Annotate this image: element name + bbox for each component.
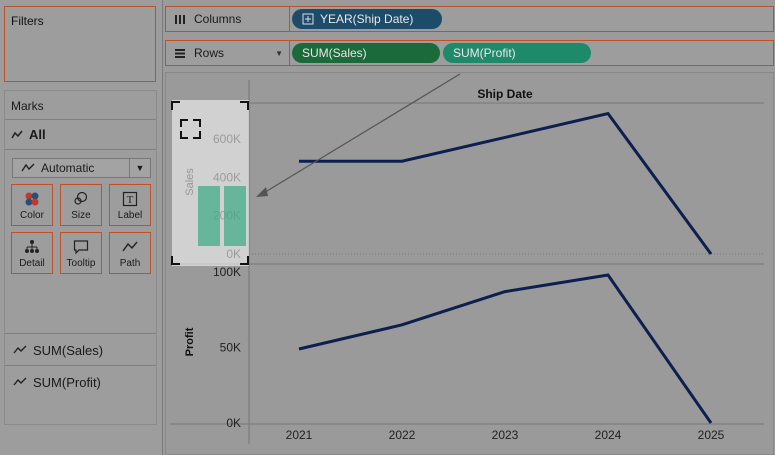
x-tick-label: 2023 <box>492 428 519 442</box>
divider <box>5 119 156 120</box>
drag-arrow <box>261 73 461 195</box>
line-mark-icon <box>13 377 27 386</box>
x-tick-label: 2021 <box>286 428 313 442</box>
profit-tick-label: 0K <box>226 416 241 430</box>
x-tick-label: 2025 <box>698 428 725 442</box>
columns-shelf[interactable]: Columns YEAR(Ship Date) <box>165 6 774 32</box>
sum-sales-label: SUM(Sales) <box>302 46 367 60</box>
tooltip-icon <box>73 240 89 255</box>
marks-all-tab[interactable]: All <box>11 127 46 142</box>
profit-tick-label: 50K <box>220 341 241 355</box>
sum-profit-pill[interactable]: SUM(Profit) <box>443 43 591 63</box>
filters-title: Filters <box>11 14 44 28</box>
mark-type-dropdown[interactable]: Automatic ▼ <box>12 158 151 178</box>
rows-label: Rows <box>194 46 225 60</box>
tooltip-label: Tooltip <box>66 258 96 269</box>
label-button[interactable]: T Label <box>109 184 151 226</box>
sales-axis-drag-handle[interactable] <box>198 186 220 246</box>
path-icon <box>122 241 138 252</box>
profit-axis-label: Profit <box>184 327 196 356</box>
divider <box>5 365 156 366</box>
line-mark-icon <box>21 163 35 172</box>
svg-text:T: T <box>127 194 134 206</box>
label-label: Label <box>117 210 143 221</box>
color-label: Color <box>20 210 44 221</box>
line-mark-icon <box>13 345 27 354</box>
columns-icon <box>175 15 185 24</box>
marks-tab-sales-label: SUM(Sales) <box>33 342 104 358</box>
marks-card: Marks All Automatic ▼ Color Size T Label… <box>4 90 157 425</box>
arrow-head-icon <box>256 187 268 197</box>
filters-shelf[interactable]: Filters <box>4 6 156 82</box>
path-label: Path <box>119 258 141 269</box>
marks-all-label: All <box>29 127 46 142</box>
detail-icon <box>25 240 39 253</box>
corner-markers <box>171 101 249 265</box>
mark-type-value: Automatic <box>41 161 95 175</box>
rows-icon <box>175 49 185 58</box>
year-ship-date-pill[interactable]: YEAR(Ship Date) <box>292 9 442 29</box>
marks-title: Marks <box>11 99 44 113</box>
path-button[interactable]: Path <box>109 232 151 274</box>
left-panel: Filters Marks All Automatic ▼ Color Size… <box>0 0 163 455</box>
sum-sales-pill[interactable]: SUM(Sales) <box>292 43 440 63</box>
marks-tab-profit[interactable]: SUM(Profit) <box>5 367 158 397</box>
detail-label: Detail <box>19 258 45 269</box>
columns-label: Columns <box>194 12 242 26</box>
line-mark-icon <box>11 130 23 138</box>
x-tick-label: 2024 <box>595 428 622 442</box>
size-label: Size <box>71 210 91 221</box>
marks-tab-profit-label: SUM(Profit) <box>33 374 101 390</box>
sum-profit-label: SUM(Profit) <box>453 46 516 60</box>
detail-button[interactable]: Detail <box>11 232 53 274</box>
label-icon: T <box>122 191 138 207</box>
chevron-down-icon[interactable]: ▼ <box>275 48 283 58</box>
x-tick-label: 2022 <box>389 428 416 442</box>
color-button[interactable]: Color <box>11 184 53 226</box>
expand-plus-icon[interactable] <box>302 13 314 25</box>
columns-shelf-header: Columns <box>170 7 290 31</box>
profit-series-line[interactable] <box>298 273 713 424</box>
rows-shelf[interactable]: Rows ▼ SUM(Sales) SUM(Profit) <box>165 40 774 66</box>
marks-tab-sales[interactable]: SUM(Sales) <box>5 335 158 365</box>
size-button[interactable]: Size <box>60 184 102 226</box>
column-header-ship-date: Ship Date <box>477 87 533 101</box>
divider <box>5 333 156 334</box>
divider <box>5 149 156 150</box>
sales-series-line[interactable] <box>299 111 713 255</box>
size-icon <box>74 191 88 205</box>
sales-axis-drag-handle[interactable] <box>224 186 246 246</box>
year-ship-date-label: YEAR(Ship Date) <box>320 12 414 26</box>
profit-tick-label: 100K <box>213 265 241 279</box>
color-icon <box>25 192 39 206</box>
chevron-down-icon[interactable]: ▼ <box>129 159 150 177</box>
rows-shelf-header: Rows ▼ <box>170 41 290 65</box>
tooltip-button[interactable]: Tooltip <box>60 232 102 274</box>
